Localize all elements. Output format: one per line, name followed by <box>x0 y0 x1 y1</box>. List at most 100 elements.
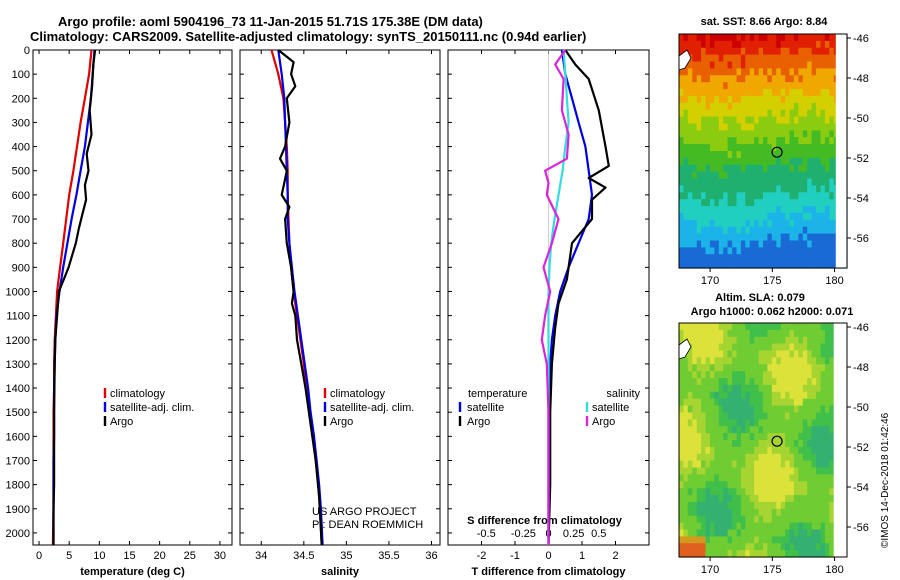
map-cell <box>723 536 729 544</box>
map-cell <box>785 419 791 427</box>
map-cell <box>758 391 764 400</box>
map-cell <box>723 247 729 255</box>
map-cell <box>740 261 746 269</box>
map-cell <box>807 164 813 173</box>
map-cell <box>692 247 698 255</box>
map-cell <box>820 226 826 235</box>
map-cell <box>709 495 715 503</box>
map-cell <box>732 343 738 352</box>
map-cell <box>736 68 742 76</box>
map-cell <box>798 102 804 111</box>
map-cell <box>696 164 702 173</box>
map-cell <box>687 219 693 228</box>
map-cell <box>793 529 799 537</box>
map-cell <box>820 109 826 118</box>
map-cell <box>807 426 813 434</box>
map-cell <box>714 440 720 448</box>
map-cell <box>776 467 782 475</box>
map-cell <box>696 68 702 76</box>
map-cell <box>793 384 799 393</box>
map-cell <box>829 350 835 358</box>
map-cell <box>754 144 760 152</box>
map-cell <box>776 95 782 104</box>
map-cell <box>776 508 782 517</box>
map-cell <box>789 47 795 56</box>
map-cell <box>771 34 777 42</box>
map-cell <box>838 488 844 496</box>
map-cell <box>776 405 782 414</box>
map-cell <box>709 247 715 255</box>
map-cell <box>771 460 777 469</box>
map-cell <box>780 350 786 358</box>
map-cell <box>780 398 786 407</box>
map-cell <box>692 453 698 462</box>
map-cell <box>842 323 848 331</box>
map-cell <box>745 212 751 221</box>
map-cell <box>727 446 733 455</box>
map-cell <box>780 405 786 414</box>
map-cell <box>776 89 782 97</box>
map-cell <box>811 453 817 462</box>
map-cell <box>838 433 844 441</box>
map-cell <box>740 378 746 386</box>
map-cell <box>793 178 799 186</box>
map-cell <box>811 384 817 393</box>
map-cell <box>692 350 698 358</box>
map-cell <box>714 536 720 544</box>
map-cell <box>714 453 720 462</box>
map-cell <box>745 467 751 475</box>
map-cell <box>758 116 764 125</box>
map-cell <box>754 171 760 180</box>
map-cell <box>802 364 808 372</box>
map-cell <box>709 219 715 228</box>
map-cell <box>683 116 689 125</box>
map-cell <box>771 543 777 551</box>
map-cell <box>679 419 684 427</box>
map-cell <box>776 185 782 193</box>
map-cell <box>820 68 826 76</box>
map-cell <box>771 185 777 193</box>
map-cell <box>701 536 707 544</box>
map-cell <box>745 391 751 400</box>
map-cell <box>745 419 751 427</box>
map-cell <box>727 226 733 235</box>
map-cell <box>696 75 702 83</box>
map-cell <box>824 68 830 76</box>
map-cell <box>740 116 746 125</box>
map-cell <box>718 419 724 427</box>
map-cell <box>771 371 777 379</box>
map-cell <box>802 123 808 131</box>
map-cell <box>798 82 804 90</box>
map-cell <box>683 75 689 83</box>
map-cell <box>820 364 826 372</box>
map-cell <box>802 68 808 76</box>
series-line-s-argo <box>540 49 570 545</box>
map-cell <box>679 82 684 90</box>
map-cell <box>816 151 822 159</box>
map-cell <box>771 495 777 503</box>
map-cell <box>727 405 733 414</box>
map-cell <box>723 501 729 510</box>
map-cell <box>723 102 729 111</box>
map-cell <box>785 233 791 242</box>
map-cell <box>807 123 813 131</box>
map-cell <box>709 364 715 372</box>
map-cell <box>696 130 702 138</box>
map-cell <box>683 501 689 510</box>
map-cell <box>740 144 746 152</box>
map-cell <box>701 550 707 558</box>
map-cell <box>829 54 835 63</box>
map-cell <box>701 102 707 111</box>
map-cell <box>798 474 804 482</box>
map-cell <box>679 261 684 269</box>
map-cell <box>758 68 764 76</box>
map-cell <box>679 336 684 345</box>
map-cell <box>807 95 813 104</box>
map-cell <box>780 529 786 537</box>
map-cell <box>745 199 751 207</box>
map-cell <box>820 89 826 97</box>
map-cell <box>829 247 835 255</box>
map-cell <box>701 474 707 482</box>
map-cell <box>798 488 804 496</box>
x-tick-label: 0 <box>545 550 551 562</box>
